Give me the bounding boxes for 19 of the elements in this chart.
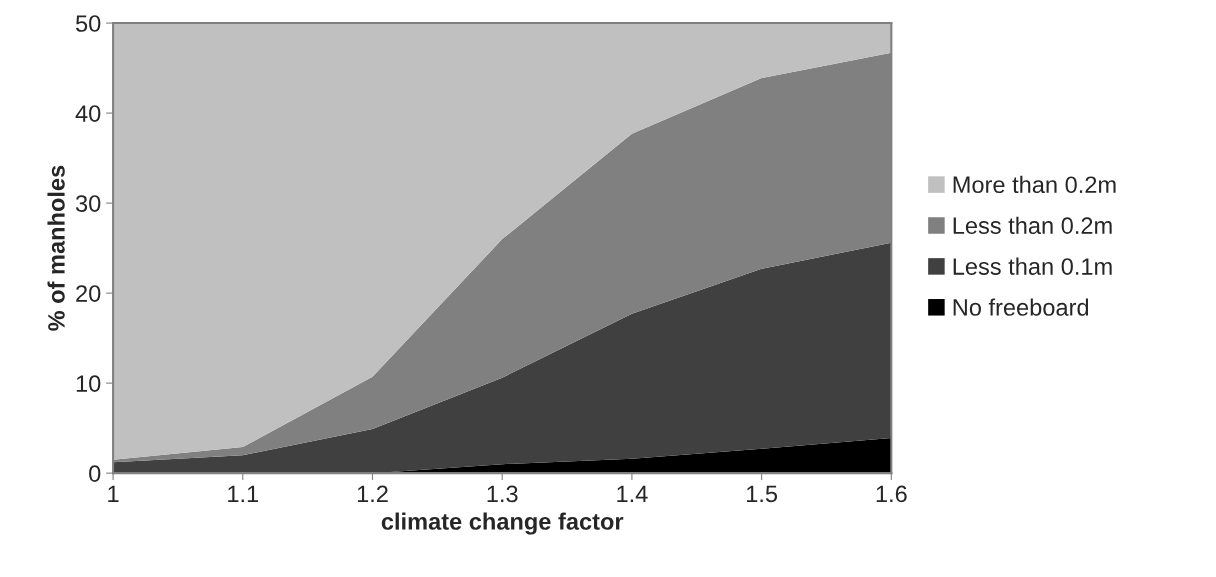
y-tick-label: 50 bbox=[75, 15, 101, 32]
x-tick-label: 1.2 bbox=[357, 485, 388, 503]
y-tick-label: 30 bbox=[75, 195, 101, 212]
legend-label: Less than 0.1m bbox=[953, 257, 1112, 275]
y-tick-label: 0 bbox=[89, 465, 101, 482]
y-tick-label: 40 bbox=[75, 105, 101, 122]
y-axis-title: % of manholes bbox=[47, 165, 65, 331]
x-tick-label: 1.4 bbox=[617, 485, 648, 503]
x-tick-label: 1.3 bbox=[487, 485, 518, 503]
y-tick-label: 10 bbox=[76, 375, 101, 392]
legend-label: No freeboard bbox=[953, 298, 1089, 316]
legend-label: More than 0.2m bbox=[953, 175, 1116, 194]
x-tick-label: 1.6 bbox=[876, 485, 907, 503]
legend-label: Less than 0.2m bbox=[953, 216, 1112, 234]
x-tick-label: 1.5 bbox=[747, 485, 778, 503]
y-tick-label: 20 bbox=[76, 285, 101, 302]
x-axis-title: climate change factor bbox=[381, 512, 624, 535]
x-tick-label: 1 bbox=[108, 485, 119, 503]
x-tick-label: 1.1 bbox=[228, 485, 259, 503]
